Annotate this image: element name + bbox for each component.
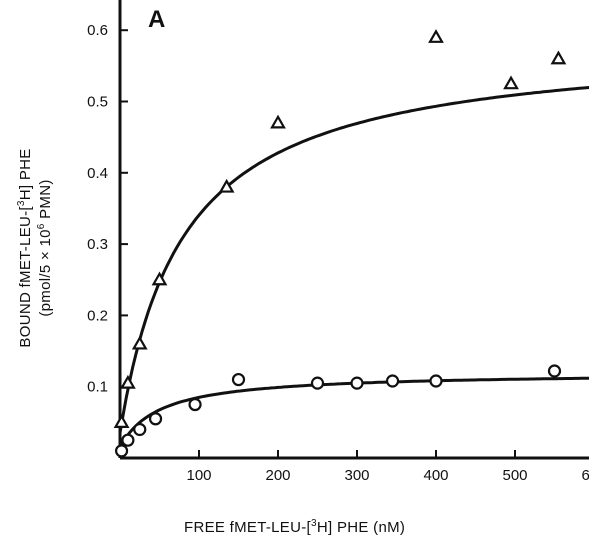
fit-curves xyxy=(118,85,589,449)
data-markers xyxy=(113,29,567,458)
x-axis-title-post: H] PHE (nM) xyxy=(317,519,405,536)
fit-curve-circle xyxy=(118,376,589,449)
triangle-data-point xyxy=(270,114,286,129)
triangle-data-point xyxy=(131,335,148,350)
x-tick-label: 400 xyxy=(423,467,448,484)
x-tick-label: 200 xyxy=(265,467,290,484)
y-tick-label: 0.2 xyxy=(87,307,108,324)
y-axis-title-line2-pre: (pmol/5 × 10 xyxy=(37,229,54,316)
triangle-data-point xyxy=(428,29,444,43)
chart-axes: 0.1 0.2 0.3 0.4 0.5 0.6 100 200 300 400 500 600 xyxy=(87,0,589,484)
y-tick-label: 0.3 xyxy=(87,236,108,253)
y-axis-title-line1-post: H] PHE xyxy=(17,148,34,200)
x-tick-label: 600 xyxy=(581,467,589,484)
y-tick-label: 0.5 xyxy=(87,94,108,111)
circle-data-point xyxy=(188,397,202,412)
y-axis-title-line1-sup: 3 xyxy=(16,200,27,206)
triangle-data-point xyxy=(550,50,567,65)
triangle-data-point xyxy=(120,374,136,389)
fit-curve-triangle xyxy=(118,85,589,434)
circle-data-point xyxy=(148,412,163,426)
circle-data-point xyxy=(121,433,135,447)
y-axis-title-line1-pre: BOUND fMET-LEU-[ xyxy=(17,206,34,348)
x-axis-title-pre: FREE fMET-LEU-[ xyxy=(184,519,312,536)
y-axis-title-line2-post: PMN) xyxy=(37,179,54,223)
circle-data-point xyxy=(350,376,364,390)
y-tick-label: 0.6 xyxy=(87,22,108,39)
triangle-data-point xyxy=(218,178,235,193)
x-axis-title-sup: 3 xyxy=(311,518,317,529)
x-tick-label: 300 xyxy=(344,467,369,484)
circle-data-point xyxy=(231,372,246,387)
triangle-data-point xyxy=(503,75,519,90)
circle-data-point xyxy=(310,376,325,390)
triangle-data-point xyxy=(151,271,168,286)
circle-data-point xyxy=(429,374,443,388)
y-tick-label: 0.1 xyxy=(87,379,108,396)
circle-data-point xyxy=(114,444,129,458)
circle-data-point xyxy=(385,374,400,388)
y-tick-label: 0.4 xyxy=(87,165,108,182)
x-tick-label: 500 xyxy=(502,467,527,484)
y-axis-title-line2: (pmol/5 × 106 PMN) xyxy=(36,179,54,316)
y-axis-title-line1: BOUND fMET-LEU-[3H] PHE xyxy=(16,148,34,347)
triangle-data-point xyxy=(113,414,130,428)
x-tick-label: 100 xyxy=(186,467,211,484)
circle-data-point xyxy=(547,364,562,378)
y-axis-title-line2-sup: 6 xyxy=(36,223,47,229)
x-axis-title: FREE fMET-LEU-[3H] PHE (nM) xyxy=(184,518,405,536)
circle-data-point xyxy=(133,422,147,437)
panel-letter: A xyxy=(148,6,165,33)
